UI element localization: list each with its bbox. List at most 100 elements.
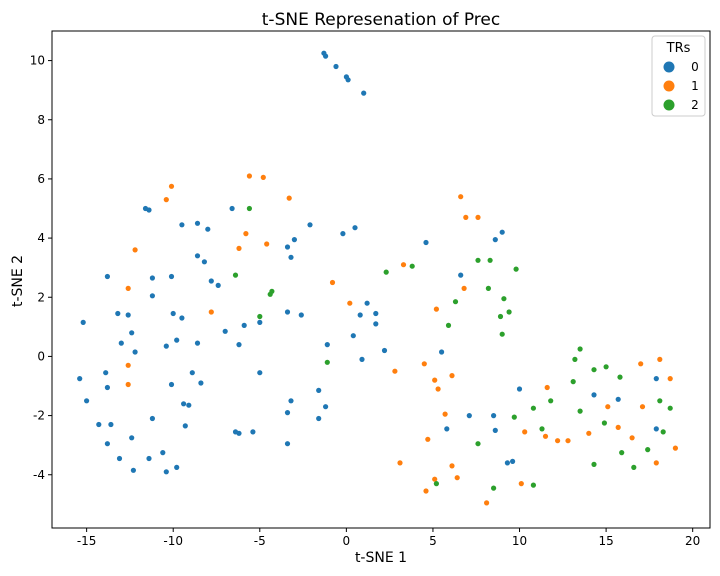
data-point [381, 347, 388, 354]
data-point [542, 433, 549, 439]
data-point [513, 266, 519, 272]
x-tick-label: 0 [343, 534, 351, 548]
data-point [509, 458, 516, 464]
data-point [397, 460, 403, 466]
data-point [617, 374, 623, 380]
data-point [504, 460, 510, 466]
data-point [475, 257, 481, 263]
data-point [361, 90, 367, 96]
data-point [104, 384, 110, 391]
data-point [286, 195, 292, 201]
data-point [491, 413, 497, 419]
data-point [619, 450, 625, 456]
data-point [198, 380, 204, 386]
data-point [333, 63, 339, 70]
data-point [189, 370, 195, 376]
data-point [439, 349, 445, 355]
data-point [445, 322, 452, 328]
data-point [444, 426, 450, 432]
data-point [163, 469, 169, 475]
data-point [149, 415, 155, 422]
data-point [257, 370, 263, 376]
data-point [205, 226, 211, 232]
data-point [125, 312, 131, 318]
legend-marker [663, 99, 675, 111]
data-point [316, 387, 322, 393]
data-point [130, 467, 136, 473]
data-point [182, 423, 188, 429]
data-point [222, 328, 228, 334]
data-point [257, 313, 263, 320]
data-point [125, 362, 131, 368]
data-point [539, 426, 545, 432]
data-point [241, 322, 247, 328]
data-point [160, 450, 166, 456]
y-tick-label: 4 [37, 231, 45, 245]
x-tick-label: 5 [429, 534, 437, 548]
data-point [449, 463, 455, 469]
series-0 [77, 50, 659, 475]
data-point [125, 381, 131, 388]
data-point [653, 426, 659, 432]
data-point [201, 259, 207, 265]
data-point [215, 282, 221, 288]
data-point [146, 207, 152, 213]
data-point [421, 361, 427, 367]
data-point [639, 404, 646, 410]
data-point [522, 429, 528, 435]
data-point [104, 273, 110, 280]
data-point [323, 404, 329, 410]
data-point [383, 269, 389, 275]
data-point [186, 402, 192, 408]
data-point [400, 262, 407, 268]
data-point [499, 229, 505, 235]
data-point [132, 247, 138, 253]
data-point [291, 237, 297, 243]
data-point [516, 386, 523, 392]
data-point [236, 430, 242, 436]
data-point [601, 420, 608, 426]
data-point [236, 342, 242, 348]
data-point [194, 340, 201, 346]
data-point [565, 438, 571, 444]
data-point [657, 398, 663, 404]
data-point [577, 346, 583, 352]
data-point [194, 253, 201, 259]
data-point [77, 376, 83, 382]
data-point [653, 376, 659, 382]
data-point [454, 475, 460, 481]
data-point [329, 279, 336, 286]
data-point [149, 293, 155, 299]
data-point [572, 356, 578, 362]
data-point [501, 296, 507, 302]
data-point [548, 398, 554, 404]
data-point [298, 312, 304, 318]
data-point [511, 414, 517, 420]
data-point [179, 222, 185, 228]
data-point [492, 427, 498, 433]
data-point [323, 53, 329, 59]
data-point [84, 398, 90, 404]
data-point [116, 455, 123, 462]
legend-marker [663, 61, 675, 73]
data-point [307, 222, 313, 228]
legend-box [651, 35, 706, 117]
data-point [638, 361, 644, 367]
data-point [461, 285, 467, 291]
data-point [118, 340, 124, 346]
plot-frame [51, 30, 711, 529]
chart-title: t-SNE Represenation of Prec [262, 10, 500, 30]
data-point [544, 384, 550, 391]
data-point [487, 257, 493, 263]
data-point [425, 436, 431, 442]
legend-marker [663, 80, 675, 92]
data-point [232, 272, 239, 278]
data-point [591, 461, 597, 467]
data-point [80, 319, 86, 325]
data-point [615, 396, 621, 402]
data-point [491, 485, 497, 491]
data-point [324, 342, 330, 348]
y-tick-label: 8 [37, 113, 45, 127]
data-point [492, 237, 498, 243]
data-point [645, 447, 651, 453]
